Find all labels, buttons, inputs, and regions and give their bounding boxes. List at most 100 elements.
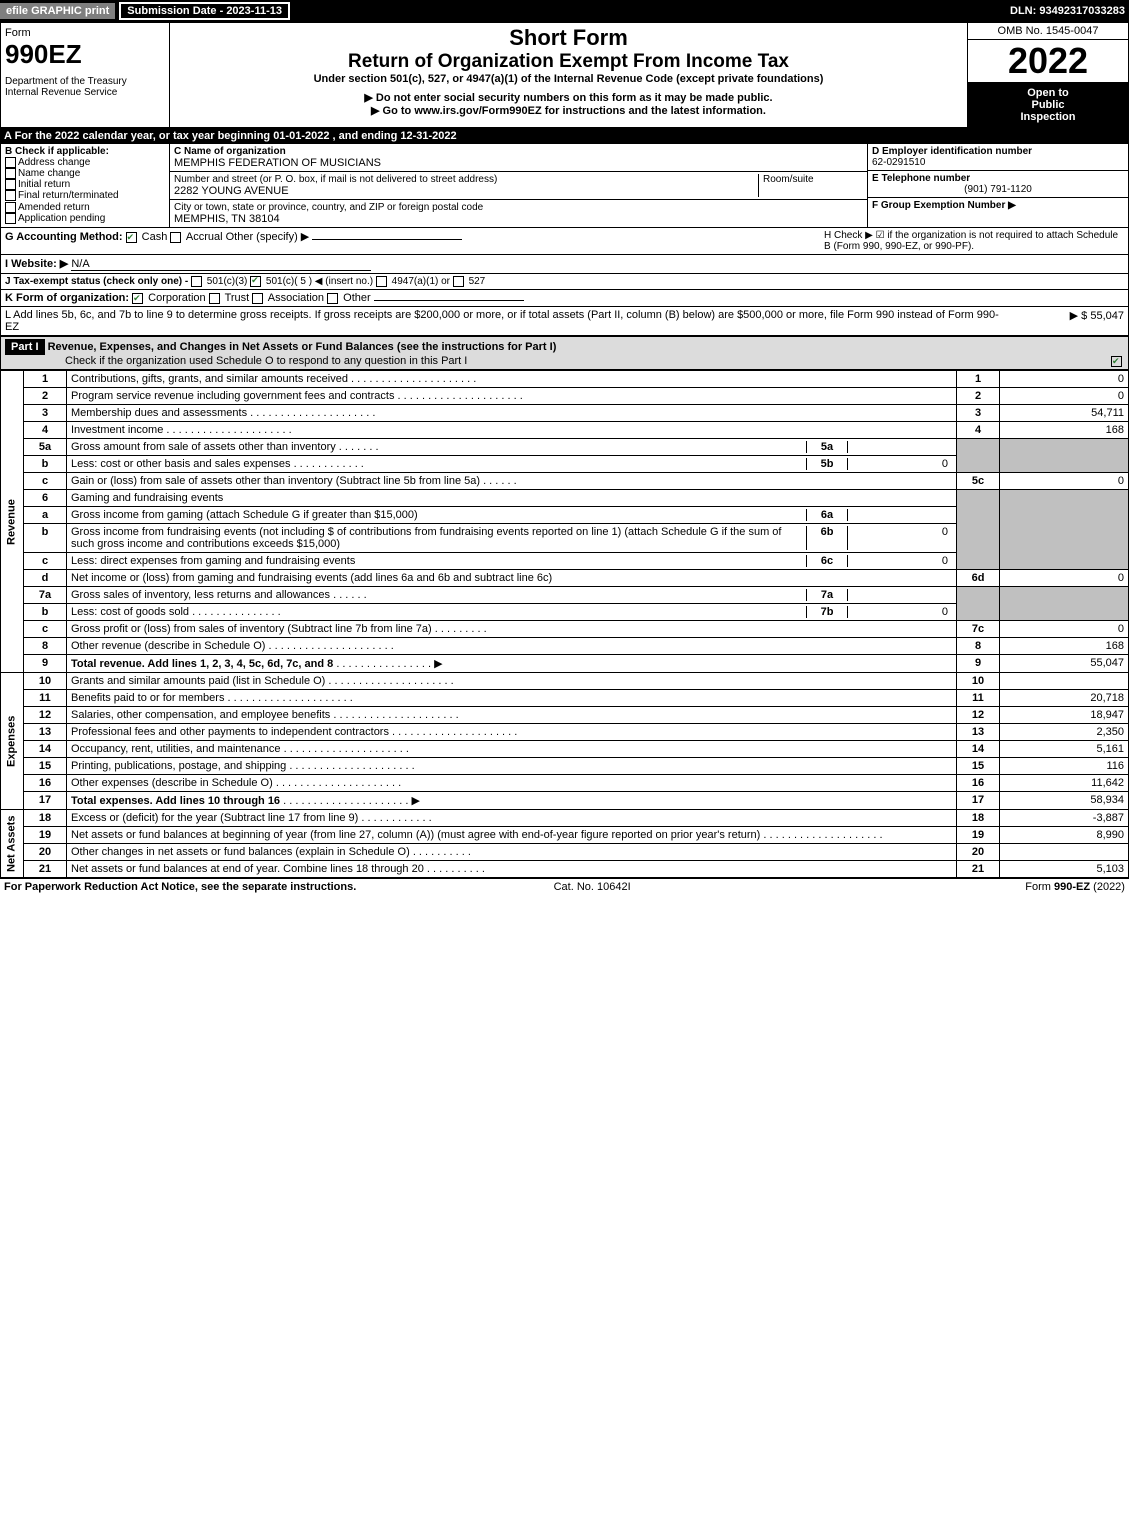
website: N/A [71,258,89,270]
goto-link[interactable]: ▶ Go to www.irs.gov/Form990EZ for instru… [176,104,961,117]
cb-corp[interactable] [132,293,143,304]
cb-final-return[interactable]: Final return/terminated [5,190,165,201]
line10-text: Grants and similar amounts paid (list in… [67,673,957,690]
line20-text: Other changes in net assets or fund bala… [67,844,957,861]
line14-num: 14 [24,741,67,758]
l-row: L Add lines 5b, 6c, and 7b to line 9 to … [0,307,1129,336]
j-label: J Tax-exempt status (check only one) - [5,276,188,287]
trust-label: Trust [225,292,250,304]
cb-accrual[interactable] [170,232,181,243]
cb-address-change[interactable]: Address change [5,157,165,168]
line6d-box: 6d [957,570,1000,587]
line6c-text: Less: direct expenses from gaming and fu… [67,553,957,570]
room-label: Room/suite [763,174,863,185]
line21-box: 21 [957,861,1000,878]
line13-num: 13 [24,724,67,741]
line6a-num: a [24,507,67,524]
line20-num: 20 [24,844,67,861]
i-website-row: I Website: ▶ N/A [0,255,1129,274]
line6c-num: c [24,553,67,570]
cash-label: Cash [142,231,168,243]
l-amount: ▶ $ 55,047 [1004,309,1124,333]
form-header: Form 990EZ Department of the Treasury In… [0,22,1129,128]
line6c-grayamt [1000,553,1129,570]
line18-text: Excess or (deficit) for the year (Subtra… [67,810,957,827]
line2-box: 2 [957,388,1000,405]
line5c-text: Gain or (loss) from sale of assets other… [67,473,957,490]
g-h-row: G Accounting Method: Cash Accrual Other … [0,228,1129,255]
f-label: F Group Exemption Number ▶ [872,200,1016,211]
line10-amt [1000,673,1129,690]
cb-501c[interactable] [250,276,261,287]
line19-box: 19 [957,827,1000,844]
cb-527[interactable] [453,276,464,287]
cb-trust[interactable] [209,293,220,304]
j-tax-exempt-row: J Tax-exempt status (check only one) - 5… [0,274,1129,290]
dept: Department of the Treasury [5,76,165,87]
d-block: D Employer identification number 62-0291… [868,144,1128,171]
line7c-box: 7c [957,621,1000,638]
cb-name-change[interactable]: Name change [5,168,165,179]
top-bar: efile GRAPHIC print Submission Date - 20… [0,0,1129,22]
city: MEMPHIS, TN 38104 [174,213,863,225]
line3-amt: 54,711 [1000,405,1129,422]
line4-num: 4 [24,422,67,439]
line5a-grayamt [1000,439,1129,456]
line7a-graybox [957,587,1000,604]
line16-amt: 11,642 [1000,775,1129,792]
cb-4947[interactable] [376,276,387,287]
cb-cash[interactable] [126,232,137,243]
short-form-title: Short Form [176,25,961,51]
dln: DLN: 93492317033283 [1010,5,1129,17]
cb-schedule-o[interactable] [1111,356,1122,367]
b-title: B Check if applicable: [5,146,165,157]
header-right: OMB No. 1545-0047 2022 Open to Public In… [967,23,1128,127]
line15-box: 15 [957,758,1000,775]
line7b-num: b [24,604,67,621]
line5b-num: b [24,456,67,473]
line7b-text: Less: cost of goods sold . . . . . . . .… [67,604,957,621]
line4-amt: 168 [1000,422,1129,439]
line18-amt: -3,887 [1000,810,1129,827]
part-1-heading: Revenue, Expenses, and Changes in Net As… [48,341,557,353]
form-word: Form [5,27,165,39]
501c3-label: 501(c)(3) [207,276,248,287]
city-label: City or town, state or province, country… [174,202,863,213]
street-block: Number and street (or P. O. box, if mail… [170,172,867,200]
cb-assoc[interactable] [252,293,263,304]
line7c-amt: 0 [1000,621,1129,638]
line7a-num: 7a [24,587,67,604]
line19-amt: 8,990 [1000,827,1129,844]
line6b-graybox [957,524,1000,553]
cb-application-pending[interactable]: Application pending [5,213,165,224]
line6a-text: Gross income from gaming (attach Schedul… [67,507,957,524]
phone: (901) 791-1120 [872,184,1124,195]
expenses-sidebar: Expenses [1,673,24,810]
cb-other-org[interactable] [327,293,338,304]
line9-box: 9 [957,655,1000,673]
line6-grayamt [1000,490,1129,507]
501c-label: 501(c)( 5 ) ◀ (insert no.) [266,276,373,287]
d-label: D Employer identification number [872,146,1124,157]
footer: For Paperwork Reduction Act Notice, see … [0,878,1129,895]
cb-initial-return[interactable]: Initial return [5,179,165,190]
part-1-label: Part I [5,339,45,355]
under-section: Under section 501(c), 527, or 4947(a)(1)… [176,73,961,85]
line6-num: 6 [24,490,67,507]
line1-text: Contributions, gifts, grants, and simila… [67,371,957,388]
line17-box: 17 [957,792,1000,810]
527-label: 527 [469,276,486,287]
line4-box: 4 [957,422,1000,439]
line5c-amt: 0 [1000,473,1129,490]
d-e-f-section: D Employer identification number 62-0291… [867,144,1128,227]
cb-501c3[interactable] [191,276,202,287]
line6-graybox [957,490,1000,507]
line21-amt: 5,103 [1000,861,1129,878]
line6a-graybox [957,507,1000,524]
part-1-header: Part I Revenue, Expenses, and Changes in… [0,336,1129,370]
line5a-num: 5a [24,439,67,456]
cb-amended-return[interactable]: Amended return [5,202,165,213]
open-to-public: Open to Public Inspection [968,83,1128,127]
line13-amt: 2,350 [1000,724,1129,741]
efile-print-button[interactable]: efile GRAPHIC print [0,3,115,19]
